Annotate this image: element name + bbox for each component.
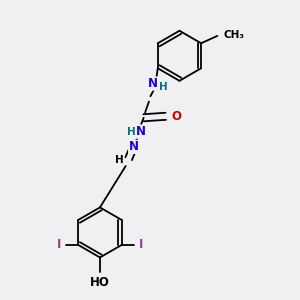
Text: H: H: [128, 127, 136, 136]
Text: N: N: [136, 125, 146, 138]
Text: N: N: [148, 77, 158, 90]
Text: HO: HO: [90, 276, 110, 289]
Text: I: I: [139, 238, 143, 251]
Text: H: H: [115, 154, 124, 165]
Text: CH₃: CH₃: [224, 30, 245, 40]
Text: H: H: [159, 82, 167, 92]
Text: O: O: [171, 110, 181, 123]
Text: N: N: [129, 140, 139, 153]
Text: I: I: [57, 238, 61, 251]
